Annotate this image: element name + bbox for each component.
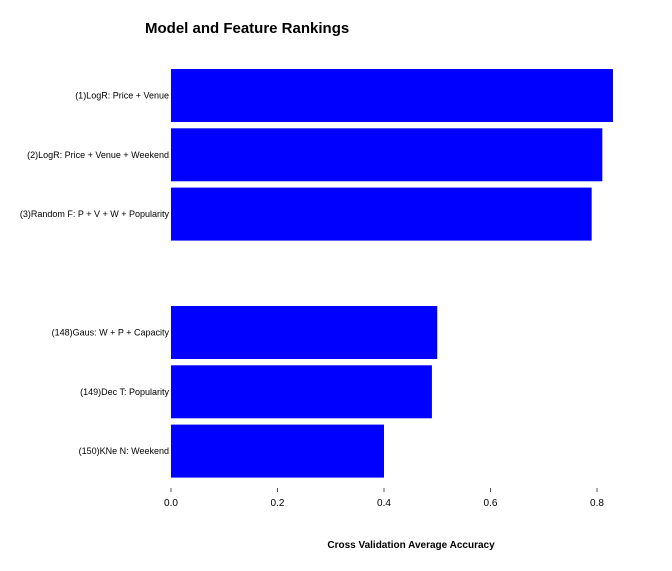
category-label: (3)Random F: P + V + W + Popularity bbox=[20, 209, 170, 219]
bar bbox=[171, 306, 438, 359]
category-label: (149)Dec T: Popularity bbox=[80, 387, 169, 397]
category-label: (1)LogR: Price + Venue bbox=[75, 91, 169, 101]
bar bbox=[171, 128, 603, 182]
category-label: (2)LogR: Price + Venue + Weekend bbox=[27, 150, 169, 160]
x-tick-label: 0.0 bbox=[164, 498, 178, 509]
x-axis-label: Cross Validation Average Accuracy bbox=[327, 540, 495, 551]
category-label: (150)KNe N: Weekend bbox=[79, 446, 169, 456]
category-labels-group: (1)LogR: Price + Venue (2)LogR: Price + V… bbox=[20, 91, 170, 457]
bar bbox=[171, 424, 384, 478]
x-axis-ticks-group: 0.0 0.2 0.4 0.6 0.8 bbox=[164, 488, 604, 509]
x-tick-label: 0.6 bbox=[484, 498, 498, 509]
bars-group bbox=[171, 69, 613, 478]
bar bbox=[171, 365, 432, 419]
chart-title: Model and Feature Rankings bbox=[145, 20, 349, 37]
bar bbox=[171, 187, 592, 241]
x-tick-label: 0.2 bbox=[271, 498, 285, 509]
x-tick-label: 0.4 bbox=[377, 498, 391, 509]
bar bbox=[171, 69, 613, 122]
x-tick-label: 0.8 bbox=[590, 498, 604, 509]
category-label: (148)Gaus: W + P + Capacity bbox=[52, 328, 170, 338]
